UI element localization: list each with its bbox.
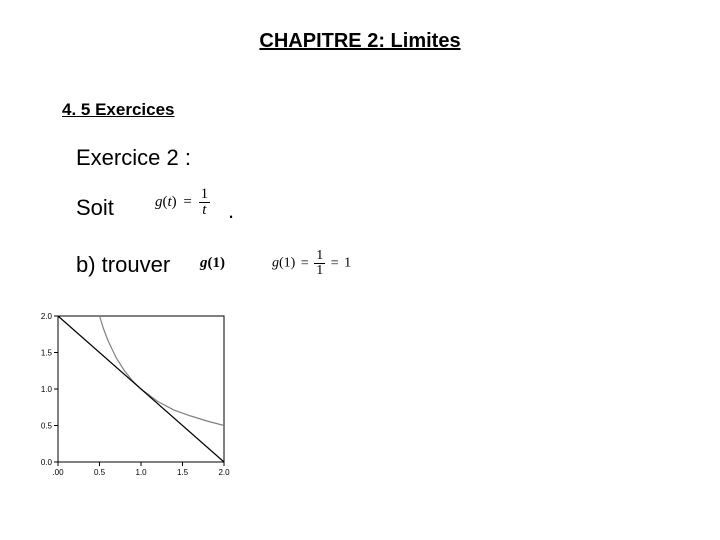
- svg-text:1.0: 1.0: [41, 385, 53, 394]
- g1-arg: 1: [213, 255, 221, 271]
- eval-result: 1: [344, 256, 351, 271]
- g1-close: ): [220, 255, 225, 271]
- evaluation: g(1) = 1 1 = 1: [272, 249, 351, 278]
- exercise-label: Exercice 2 :: [76, 145, 191, 171]
- svg-text:1.5: 1.5: [177, 468, 189, 477]
- fraction-num: 1: [199, 187, 211, 203]
- fraction: 1 t: [199, 187, 211, 218]
- soit-label: Soit: [76, 195, 114, 221]
- svg-text:2.0: 2.0: [218, 468, 230, 477]
- svg-text:1.5: 1.5: [41, 349, 53, 358]
- g1-fn: g: [200, 255, 208, 271]
- eval-fn: g: [272, 256, 279, 271]
- section-heading: 4. 5 Exercices: [62, 100, 174, 120]
- period: .: [228, 198, 234, 224]
- svg-text:0.0: 0.0: [41, 458, 53, 467]
- equals: =: [180, 194, 194, 210]
- svg-text:1.0: 1.0: [135, 468, 147, 477]
- graph: .00 0.5 1.0 1.5 2.0 0.0 0.5 1.0 1.5 2.0: [30, 310, 230, 480]
- svg-text:2.0: 2.0: [41, 312, 53, 321]
- eval-close: ): [291, 256, 296, 271]
- eval-arg: 1: [284, 256, 291, 271]
- eval-frac-num: 1: [314, 249, 325, 264]
- g-of-1: g(1): [200, 255, 225, 272]
- chapter-title: CHAPITRE 2: Limites: [0, 30, 720, 53]
- fraction-den: t: [199, 203, 211, 218]
- svg-text:0.5: 0.5: [94, 468, 106, 477]
- eval-fraction: 1 1: [314, 249, 325, 278]
- eval-eq1: =: [299, 256, 311, 271]
- svg-text:0.5: 0.5: [41, 422, 53, 431]
- part-b-label: b) trouver: [76, 252, 170, 278]
- eval-eq2: =: [329, 256, 341, 271]
- eval-frac-den: 1: [314, 264, 325, 278]
- svg-text:.00: .00: [52, 468, 64, 477]
- paren-close: ): [172, 194, 177, 210]
- function-definition: g(t) = 1 t: [155, 187, 210, 218]
- fn-name: g: [155, 194, 163, 210]
